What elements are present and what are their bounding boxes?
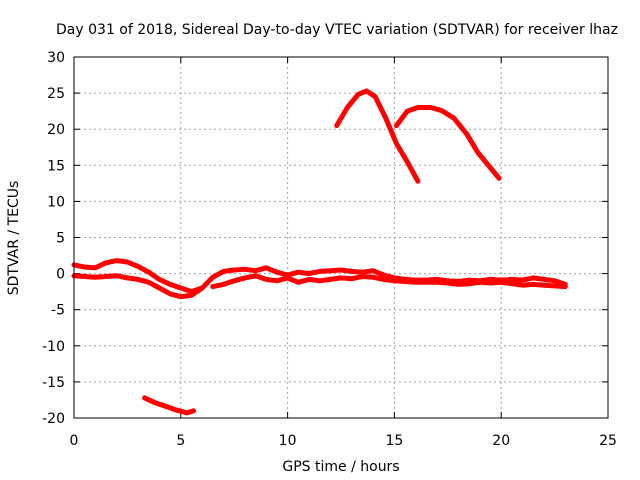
series-line-track-d [210,273,568,290]
y-tick-label: -20 [42,411,65,427]
chart-title: Day 031 of 2018, Sidereal Day-to-day VTE… [56,22,618,38]
series-line-track-f [394,105,502,181]
y-tick-label: 10 [47,194,65,210]
y-tick-label: 5 [56,231,65,247]
series-line-track-g [142,395,197,416]
y-tick-label: -5 [51,303,65,319]
x-tick-label: 25 [599,433,617,449]
x-tick-label: 5 [176,433,185,449]
x-tick-label: 0 [70,433,79,449]
y-tick-label: 30 [47,50,65,66]
tick-labels: 0 5 10 15 20 25 -20 -15 -10 -5 0 5 10 15 20 25 30 [42,50,617,449]
x-axis-label: GPS time / hours [282,459,399,475]
series-group [71,88,568,416]
series-line-track-b [71,273,205,300]
y-tick-label: 25 [47,86,65,102]
y-tick-label: 15 [47,158,65,174]
y-tick-label: 20 [47,122,65,138]
plot-frame [73,56,609,419]
y-tick-label: -10 [42,339,65,355]
series-line-track-e [334,88,421,184]
x-tick-label: 10 [279,433,297,449]
y-tick-label: -15 [42,375,65,391]
series-line-track-a [71,258,194,295]
x-tick-label: 15 [385,433,403,449]
x-tick-label: 20 [492,433,510,449]
y-axis-label: SDTVAR / TECUs [6,181,22,296]
grid [74,57,608,418]
y-tick-label: 0 [56,267,65,283]
series-line-track-c [189,265,568,295]
